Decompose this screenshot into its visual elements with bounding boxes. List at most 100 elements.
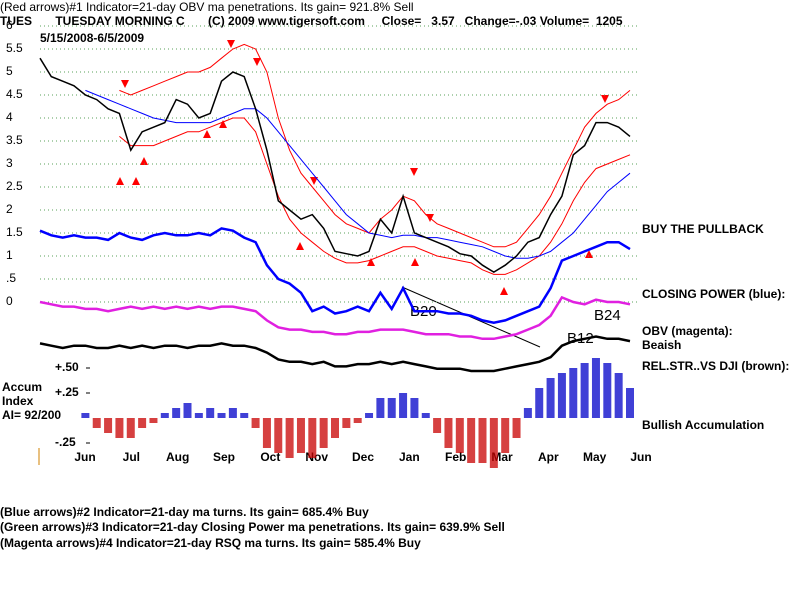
bar [410, 398, 419, 418]
series-line [119, 117, 631, 275]
bar [535, 388, 544, 418]
bar [603, 363, 612, 418]
y-tick-label: 6 [6, 18, 13, 32]
bar [274, 418, 283, 453]
annotation: B24 [594, 307, 621, 324]
bar [569, 368, 578, 418]
y-tick-label: .5 [6, 271, 16, 285]
bar [523, 408, 532, 418]
footer-line: (Blue arrows)#2 Indicator=21-day ma turn… [0, 505, 369, 519]
x-tick-label: Feb [445, 450, 466, 464]
bar [240, 413, 249, 418]
bar [308, 418, 317, 458]
bar [228, 408, 237, 418]
series-line [39, 57, 631, 273]
bar [376, 398, 385, 418]
bar [365, 413, 374, 418]
y-tick-label: 4 [6, 110, 13, 124]
series-line [119, 43, 631, 248]
y-tick-label: +.25 [55, 385, 79, 399]
accum-title: Index [2, 394, 34, 408]
bar [172, 408, 181, 418]
y-tick-label: +.50 [55, 360, 79, 374]
bar [115, 418, 124, 438]
y-tick-label: 5 [6, 64, 13, 78]
bar [580, 363, 589, 418]
annotation: Beaish [642, 338, 681, 352]
bar [546, 378, 555, 418]
bar [81, 413, 90, 418]
annotation: OBV (magenta): [642, 324, 733, 338]
x-tick-label: Sep [213, 450, 235, 464]
y-tick-label: 1.5 [6, 225, 23, 239]
bar [149, 418, 158, 423]
y-tick-label: 4.5 [6, 87, 23, 101]
bar [285, 418, 294, 458]
bar [194, 413, 203, 418]
bar [501, 418, 510, 453]
bar [183, 403, 192, 418]
header-line: TUES TUESDAY MORNING C (C) 2009 www.tige… [0, 14, 623, 28]
accum-title: Accum [2, 380, 42, 394]
bar [455, 418, 464, 453]
bar [206, 408, 215, 418]
x-tick-label: Dec [352, 450, 374, 464]
annotation: Bullish Accumulation [642, 418, 764, 432]
series-line [39, 295, 631, 341]
bar [512, 418, 521, 438]
bar [160, 413, 169, 418]
bar [319, 418, 328, 448]
accum-title: AI= 92/200 [2, 408, 61, 422]
bar [421, 413, 430, 418]
series-line [39, 227, 631, 324]
y-tick-label: 2 [6, 202, 13, 216]
bar [331, 418, 339, 438]
bar [557, 373, 566, 418]
x-tick-label: Oct [260, 450, 280, 464]
y-tick-label: 2.5 [6, 179, 23, 193]
annotation: CLOSING POWER (blue): [642, 287, 785, 301]
bar [217, 413, 226, 418]
y-tick-label: 5.5 [6, 41, 23, 55]
x-tick-label: Jun [74, 450, 95, 464]
bar [489, 418, 498, 468]
annotation: BUY THE PULLBACK [642, 222, 764, 236]
x-tick-label: May [583, 450, 607, 464]
annotation: REL.STR..VS DJI (brown): [642, 359, 789, 373]
x-tick-label: Aug [166, 450, 189, 464]
bar [433, 418, 442, 433]
series-line [85, 89, 631, 259]
bar [126, 418, 135, 438]
x-tick-label: Jul [123, 450, 140, 464]
bar [399, 393, 408, 418]
series-line [39, 335, 631, 373]
bar [478, 418, 487, 463]
bar [262, 418, 271, 448]
bar [92, 418, 101, 428]
y-tick-label: 1 [6, 248, 13, 262]
footer-line: (Magenta arrows)#4 Indicator=21-day RSQ … [0, 536, 421, 550]
bar [296, 418, 305, 453]
y-tick-label: -.25 [55, 435, 76, 449]
bar [614, 373, 623, 418]
bar [342, 418, 351, 428]
x-tick-label: Jan [399, 450, 420, 464]
bar [138, 418, 147, 428]
bar [353, 418, 362, 423]
bar [467, 418, 476, 463]
y-tick-label: 3 [6, 156, 13, 170]
x-tick-label: Jun [630, 450, 651, 464]
header-line: (Red arrows)#1 Indicator=21-day OBV ma p… [0, 0, 414, 14]
subtitle: 5/15/2008-6/5/2009 [40, 31, 144, 45]
bar [444, 418, 453, 448]
bar [591, 358, 600, 418]
x-tick-label: Apr [538, 450, 559, 464]
footer-line: (Green arrows)#3 Indicator=21-day Closin… [0, 520, 505, 534]
y-tick-label: 0 [6, 294, 13, 308]
bar [387, 398, 396, 418]
bar [104, 418, 113, 433]
y-tick-label: 3.5 [6, 133, 23, 147]
bar [251, 418, 260, 428]
